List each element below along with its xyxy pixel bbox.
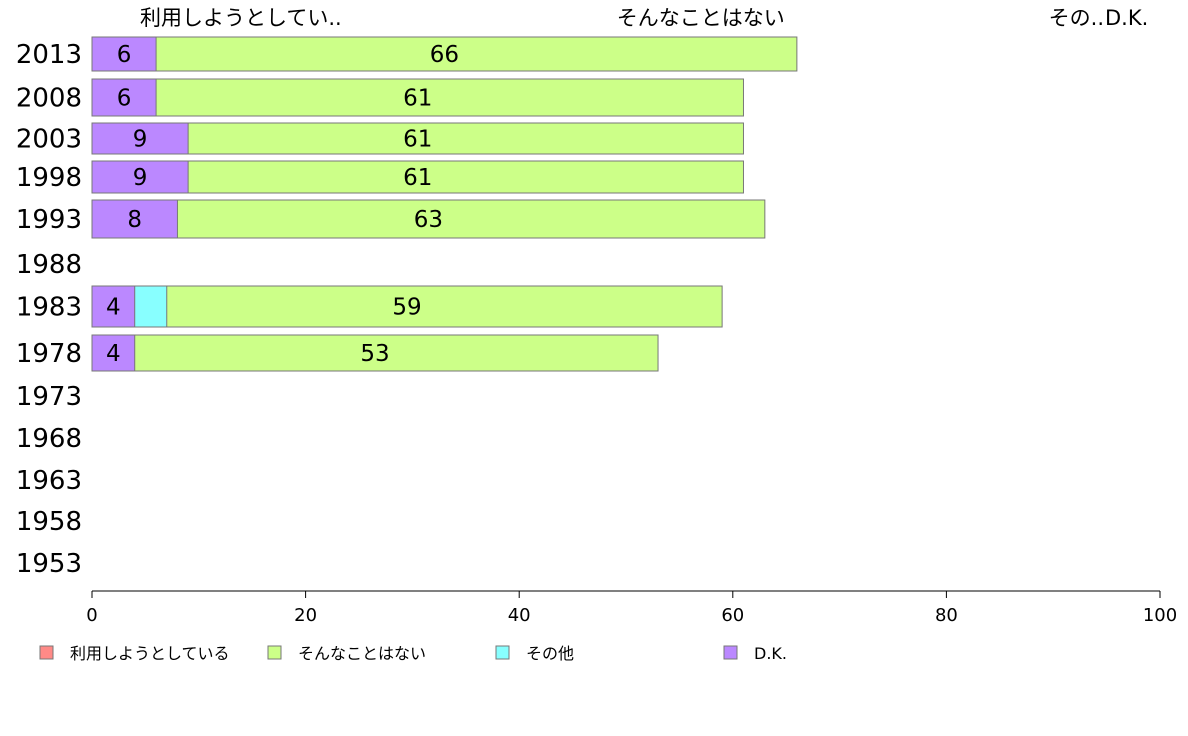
y-label-2003: 2003 (16, 125, 82, 155)
x-tick-label-20: 20 (294, 605, 317, 626)
x-tick-label-60: 60 (721, 605, 744, 626)
column-header-3: D.K. (1105, 6, 1148, 30)
legend-label-3: D.K. (754, 644, 787, 663)
y-label-1968: 1968 (16, 424, 82, 454)
x-tick-label-80: 80 (935, 605, 958, 626)
x-tick-label-40: 40 (508, 605, 531, 626)
data-label-1998-1: 61 (403, 165, 432, 191)
bar-segment-1993-3 (91, 199, 178, 239)
bar-segment-2008-1 (91, 78, 744, 117)
data-label-1998-3: 9 (133, 165, 148, 191)
y-label-1993: 1993 (16, 205, 82, 235)
y-label-1953: 1953 (16, 549, 82, 579)
bar-segment-1993-1 (91, 199, 766, 239)
x-tick-label-0: 0 (86, 605, 97, 626)
bar-segment-1978-1 (91, 334, 659, 372)
bar-segment-1998-1 (91, 160, 744, 194)
y-label-1983: 1983 (16, 293, 82, 323)
column-headers: 利用しようとしてい.. そんなことはない その.. D.K. (140, 6, 1148, 30)
data-label-2013-3: 6 (117, 42, 132, 68)
legend-swatch-1 (267, 645, 282, 660)
y-label-2013: 2013 (16, 40, 82, 70)
bar-segment-2013-1 (91, 36, 798, 72)
data-label-2008-3: 6 (117, 86, 132, 112)
x-tick-label-100: 100 (1143, 605, 1177, 626)
data-label-1978-1: 53 (360, 341, 389, 367)
data-label-2008-1: 61 (403, 86, 432, 112)
legend-swatch-0 (39, 645, 54, 660)
bar-segment-1998-3 (91, 160, 189, 194)
y-label-1998: 1998 (16, 163, 82, 193)
column-header-1: そんなことはない (617, 6, 785, 30)
legend-swatch-3 (723, 645, 738, 660)
y-label-1963: 1963 (16, 466, 82, 496)
bar-segment-2003-1 (91, 122, 744, 155)
data-label-2013-1: 66 (430, 42, 459, 68)
data-label-1978-3: 4 (106, 341, 121, 367)
bar-segment-1983-3 (91, 285, 136, 328)
bar-segment-2008-3 (91, 78, 157, 117)
bar-segment-1983-1 (91, 285, 723, 328)
legend-label-2: その他 (526, 644, 574, 663)
y-label-1973: 1973 (16, 382, 82, 412)
bar-segment-2013-3 (91, 36, 157, 72)
y-label-1958: 1958 (16, 507, 82, 537)
y-label-1988: 1988 (16, 250, 82, 280)
legend-label-1: そんなことはない (298, 644, 426, 663)
data-label-1983-1: 59 (392, 295, 421, 321)
y-label-1978: 1978 (16, 339, 82, 369)
bars: 2466463061362661392861292663283059744053… (91, 36, 798, 372)
column-header-2: その.. (1049, 6, 1104, 30)
legend-label-0: 利用しようとしている (70, 644, 230, 663)
legend-swatch-2 (495, 645, 510, 660)
data-label-1983-3: 4 (106, 295, 121, 321)
data-label-2003-1: 61 (403, 127, 432, 153)
x-axis: 0 20 40 60 80 100 (86, 590, 1177, 626)
y-axis-labels: 2013 2008 2003 1998 1993 1988 1983 1978 1973 1968… (16, 40, 82, 579)
bar-segment-1978-3 (91, 334, 136, 372)
data-label-1993-3: 8 (127, 207, 142, 233)
bar-segment-2003-3 (91, 122, 189, 155)
data-label-1993-1: 63 (414, 207, 443, 233)
data-label-2003-3: 9 (133, 127, 148, 153)
y-label-2008: 2008 (16, 84, 82, 114)
column-header-0: 利用しようとしてい.. (140, 6, 342, 30)
legend: 利用しようとしている そんなことはない その他 D.K. (39, 644, 787, 663)
